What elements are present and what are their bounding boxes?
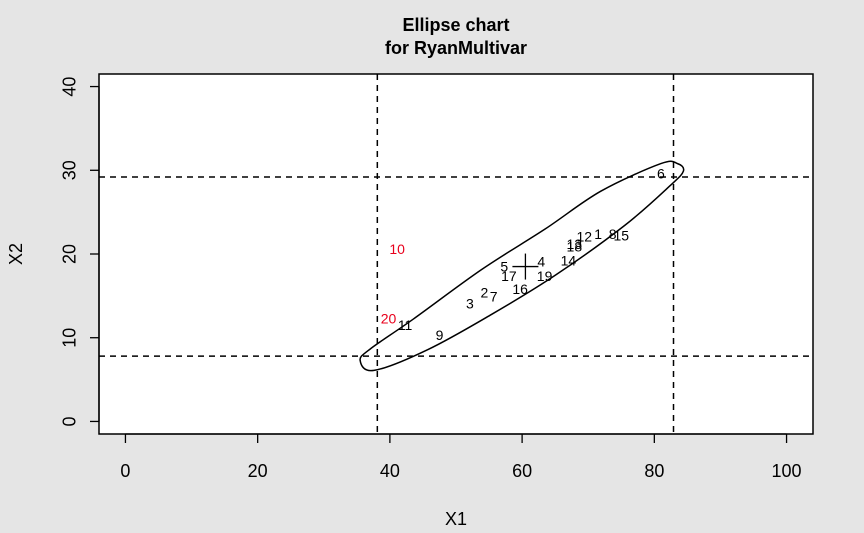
center-marker-group: [512, 253, 539, 280]
point-label-13: 13: [567, 236, 583, 252]
x-tick-label: 40: [380, 461, 400, 481]
y-tick-label: 40: [59, 77, 79, 97]
point-label-6: 6: [657, 166, 665, 182]
point-label-2: 2: [481, 285, 489, 301]
plot-area: [98, 73, 814, 435]
y-tick-label: 10: [59, 328, 79, 348]
y-tick-label: 20: [59, 244, 79, 264]
point-label-15: 15: [613, 228, 629, 244]
point-label-20: 20: [381, 310, 397, 326]
control-limits: [99, 74, 813, 434]
point-label-8: 8: [609, 226, 617, 242]
point-label-1: 1: [594, 226, 602, 242]
x-axis-label: X1: [445, 509, 467, 529]
point-label-5: 5: [500, 259, 508, 275]
point-label-3: 3: [466, 295, 474, 311]
confidence-ellipse: [359, 160, 685, 372]
chart-title: Ellipse chart: [402, 15, 509, 35]
x-tick-label: 0: [120, 461, 130, 481]
point-label-12: 12: [576, 228, 592, 244]
x-tick-label: 20: [248, 461, 268, 481]
chart-subtitle: for RyanMultivar: [385, 38, 527, 58]
point-label-18: 18: [567, 238, 583, 254]
y-tick-label: 30: [59, 160, 79, 180]
point-label-4: 4: [537, 254, 545, 270]
x-tick-label: 60: [512, 461, 532, 481]
point-label-14: 14: [561, 253, 577, 269]
x-tick-label: 80: [644, 461, 664, 481]
point-label-9: 9: [436, 327, 444, 343]
point-label-19: 19: [537, 268, 553, 284]
point-label-10: 10: [389, 241, 405, 257]
point-label-17: 17: [501, 268, 517, 284]
x-tick-label: 100: [772, 461, 802, 481]
y-tick-label: 0: [59, 416, 79, 426]
y-axis: 0 10 20 30 40: [59, 77, 100, 426]
confidence-ellipse-group: [359, 160, 685, 372]
point-label-11: 11: [398, 317, 413, 333]
point-label-16: 16: [512, 281, 528, 297]
x-axis: 0 20 40 60 80 100: [120, 433, 802, 481]
point-label-7: 7: [490, 289, 498, 305]
y-axis-label: X2: [6, 243, 26, 265]
